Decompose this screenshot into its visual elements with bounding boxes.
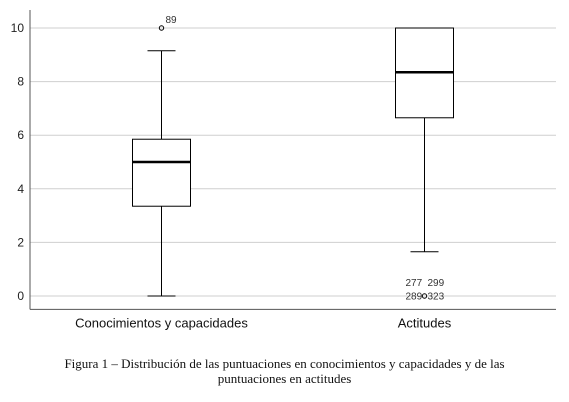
outlier-label: 299	[428, 278, 445, 289]
figure-caption: Figura 1 – Distribución de las puntuacio…	[0, 356, 569, 386]
caption-line-1: Figura 1 – Distribución de las puntuacio…	[64, 356, 505, 371]
category-label: Conocimientos y capacidades	[75, 315, 248, 330]
axes	[29, 10, 556, 310]
grid-lines	[30, 27, 556, 297]
boxplot-chart: 0 2 4 6 8 10 89 277 299 289 323 Conocimientos y c…	[11, 10, 556, 330]
box-group: 277 299 289 323	[395, 27, 454, 303]
y-tick-labels: 0 2 4 6 8 10	[11, 21, 25, 303]
y-tick-label: 6	[17, 128, 24, 142]
boxes: 89 277 299 289 323	[132, 15, 454, 303]
y-tick-label: 2	[17, 235, 24, 249]
outlier-point	[158, 25, 165, 31]
y-tick-label: 10	[11, 21, 25, 35]
y-tick-label: 8	[17, 75, 24, 89]
category-labels: Conocimientos y capacidades Actitudes	[75, 315, 452, 330]
category-label: Actitudes	[398, 315, 452, 330]
outlier-label: 89	[166, 15, 178, 26]
outlier-label: 323	[428, 292, 445, 303]
y-tick-label: 4	[17, 182, 24, 196]
y-tick-label: 0	[17, 289, 24, 303]
iqr-box	[132, 138, 191, 207]
outlier-point	[421, 293, 428, 299]
box-group: 89	[132, 15, 191, 297]
outlier-label: 289	[406, 292, 423, 303]
caption-line-2: puntuaciones en actitudes	[217, 371, 352, 386]
outlier-label: 277	[406, 278, 423, 289]
